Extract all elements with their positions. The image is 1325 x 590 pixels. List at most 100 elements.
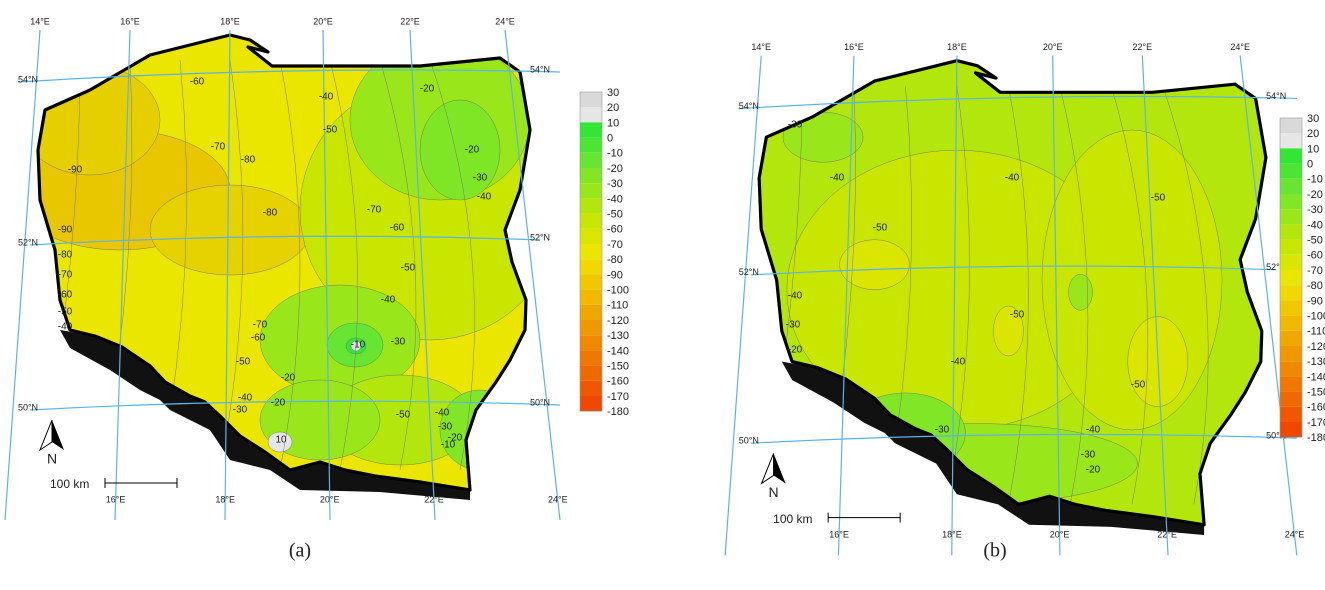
legend-label: -140 bbox=[1307, 371, 1325, 383]
legend-swatch bbox=[580, 122, 602, 138]
legend-label: 10 bbox=[607, 117, 619, 129]
contour-zone bbox=[839, 239, 910, 290]
meridian bbox=[322, 29, 331, 521]
contour-label: -90 bbox=[58, 225, 73, 236]
legend-label: -150 bbox=[607, 361, 629, 373]
legend-swatch bbox=[1280, 346, 1302, 362]
legend-label: -140 bbox=[607, 345, 629, 357]
legend-swatch bbox=[1280, 376, 1302, 392]
parallel bbox=[17, 69, 561, 83]
contour-label: -50 bbox=[873, 223, 888, 234]
graticule-label: 16°E bbox=[844, 42, 864, 52]
north-arrow bbox=[773, 453, 786, 484]
contour-label: -50 bbox=[1010, 310, 1025, 321]
legend-swatch bbox=[1280, 361, 1302, 377]
legend-label: 20 bbox=[607, 102, 619, 114]
isoline bbox=[1162, 86, 1209, 505]
meridian bbox=[224, 29, 231, 521]
graticule-label: 20°E bbox=[1043, 42, 1063, 52]
graticule-label: 52°N bbox=[739, 267, 759, 277]
scale-label: 100 km bbox=[50, 477, 89, 491]
legend-label: -80 bbox=[1307, 280, 1323, 292]
scale-bar bbox=[104, 478, 178, 488]
contour-label: -70 bbox=[367, 205, 382, 216]
legend-swatch bbox=[580, 244, 602, 260]
contour-label: -30 bbox=[788, 120, 803, 131]
legend-swatch bbox=[580, 350, 602, 366]
legend-swatch bbox=[1280, 178, 1302, 194]
contour-label: -50 bbox=[58, 307, 73, 318]
graticule-label: 50°N bbox=[739, 436, 759, 446]
graticule-label: 16°E bbox=[829, 529, 849, 539]
contour-label: -50 bbox=[396, 410, 411, 421]
legend-swatch bbox=[1280, 285, 1302, 301]
legend-swatch bbox=[1280, 224, 1302, 240]
legend-label: 20 bbox=[1307, 128, 1319, 140]
contour-label: -70 bbox=[211, 142, 226, 153]
legend-label: -40 bbox=[1307, 219, 1323, 231]
contour-label: -30 bbox=[935, 425, 950, 436]
legend-swatch bbox=[1280, 163, 1302, 179]
legend-label: -160 bbox=[607, 376, 629, 388]
legend-swatch bbox=[580, 168, 602, 184]
graticule-label: 22°E bbox=[400, 16, 420, 26]
legend-swatch bbox=[1280, 133, 1302, 149]
graticule-label: 18°E bbox=[215, 494, 235, 504]
legend-label: 0 bbox=[607, 133, 613, 145]
meridian bbox=[4, 29, 41, 521]
graticule-label: 52°N bbox=[1266, 262, 1286, 272]
graticule-label: 50°N bbox=[1266, 430, 1286, 440]
legend-swatch bbox=[1280, 209, 1302, 225]
legend-swatch bbox=[1280, 239, 1302, 255]
graticule-label: 54°N bbox=[739, 101, 759, 111]
legend-swatch bbox=[580, 304, 602, 320]
contour-label: -70 bbox=[58, 270, 73, 281]
legend-label: -120 bbox=[607, 315, 629, 327]
north-label: N bbox=[47, 451, 57, 467]
legend-label: -100 bbox=[1307, 311, 1325, 323]
contour-label: -30 bbox=[1081, 450, 1096, 461]
border bbox=[36, 33, 532, 492]
legend-swatch bbox=[580, 289, 602, 305]
legend-swatch bbox=[580, 198, 602, 214]
isoline bbox=[279, 59, 301, 471]
legend-label: -80 bbox=[607, 254, 623, 266]
contour-label: -30 bbox=[233, 405, 248, 416]
north-arrow bbox=[760, 453, 775, 485]
legend-swatch bbox=[580, 183, 602, 199]
legend-label: 10 bbox=[1307, 143, 1319, 155]
meridian bbox=[114, 29, 131, 521]
isoline bbox=[1059, 86, 1089, 505]
contour-zone bbox=[1068, 274, 1093, 311]
legend-label: -70 bbox=[1307, 265, 1323, 277]
north-arrow bbox=[38, 419, 53, 452]
graticule-label: 50°N bbox=[530, 397, 550, 407]
legend-label: -130 bbox=[607, 330, 629, 342]
graticule-label: 24°E bbox=[495, 16, 515, 26]
graticule-label: 22°E bbox=[1132, 42, 1152, 52]
scale-label: 100 km bbox=[773, 512, 812, 526]
legend-swatch bbox=[580, 380, 602, 396]
contour-zone bbox=[149, 184, 311, 276]
contour-label: -40 bbox=[238, 393, 253, 404]
graticule-label: 54°N bbox=[1266, 91, 1286, 101]
graticule-label: 54°N bbox=[18, 74, 38, 84]
legend-label: -120 bbox=[1307, 341, 1325, 353]
graticule-label: 22°E bbox=[424, 494, 444, 504]
legend-label: 30 bbox=[1307, 113, 1319, 125]
legend-label: -30 bbox=[1307, 204, 1323, 216]
contour-label: -60 bbox=[251, 333, 266, 344]
contour-label: -20 bbox=[281, 373, 296, 384]
legend-swatch bbox=[1280, 118, 1302, 134]
panel-caption: (a) bbox=[289, 540, 311, 562]
legend-label: 0 bbox=[1307, 159, 1313, 171]
border bbox=[757, 59, 1268, 527]
contour-label: -70 bbox=[253, 320, 268, 331]
legend-label: -160 bbox=[1307, 402, 1325, 414]
contour-label: -50 bbox=[236, 357, 251, 368]
contour-label: -30 bbox=[473, 173, 488, 184]
legend-swatch bbox=[580, 335, 602, 351]
legend-swatch bbox=[1280, 391, 1302, 407]
contour-label: -20 bbox=[271, 398, 286, 409]
legend-swatch bbox=[580, 152, 602, 168]
